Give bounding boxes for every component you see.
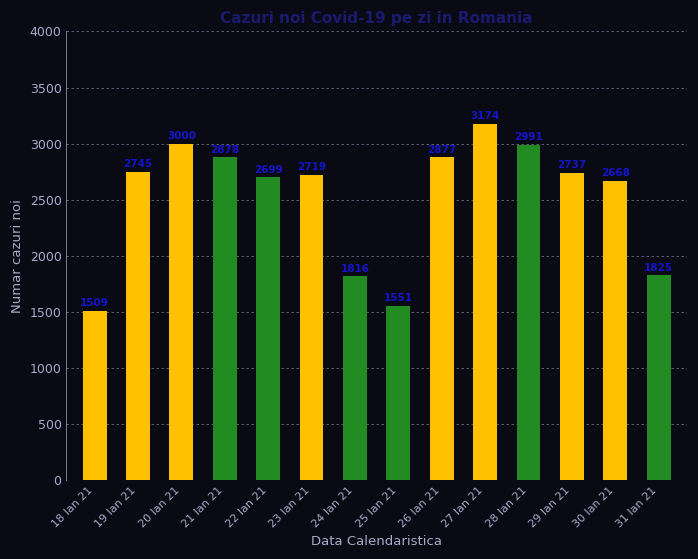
Bar — [170, 144, 193, 480]
Text: 1816: 1816 — [341, 264, 369, 274]
X-axis label: Data Calendaristica: Data Calendaristica — [311, 535, 442, 548]
Bar — [560, 173, 584, 480]
Bar — [387, 306, 410, 480]
Bar — [430, 158, 454, 480]
Text: 3174: 3174 — [470, 111, 500, 121]
Text: 2737: 2737 — [557, 160, 586, 170]
Text: 2991: 2991 — [514, 132, 543, 142]
Bar — [256, 177, 280, 480]
Text: 2877: 2877 — [427, 145, 456, 155]
Bar — [299, 175, 323, 480]
Text: 1509: 1509 — [80, 298, 109, 308]
Title: Cazuri noi Covid-19 pe zi in Romania: Cazuri noi Covid-19 pe zi in Romania — [221, 11, 533, 26]
Y-axis label: Numar cazuri noi: Numar cazuri noi — [11, 199, 24, 312]
Bar — [82, 311, 107, 480]
Text: 2719: 2719 — [297, 162, 326, 172]
Text: 1551: 1551 — [384, 293, 413, 304]
Bar — [126, 172, 150, 480]
Text: 2699: 2699 — [254, 164, 283, 174]
Text: 3000: 3000 — [167, 131, 196, 141]
Text: 1825: 1825 — [644, 263, 673, 273]
Bar — [517, 145, 540, 480]
Text: 2878: 2878 — [210, 145, 239, 154]
Text: 2668: 2668 — [601, 168, 630, 178]
Text: 2745: 2745 — [124, 159, 153, 169]
Bar — [473, 124, 497, 480]
Bar — [343, 277, 367, 480]
Bar — [213, 157, 237, 480]
Bar — [603, 181, 628, 480]
Bar — [647, 276, 671, 480]
